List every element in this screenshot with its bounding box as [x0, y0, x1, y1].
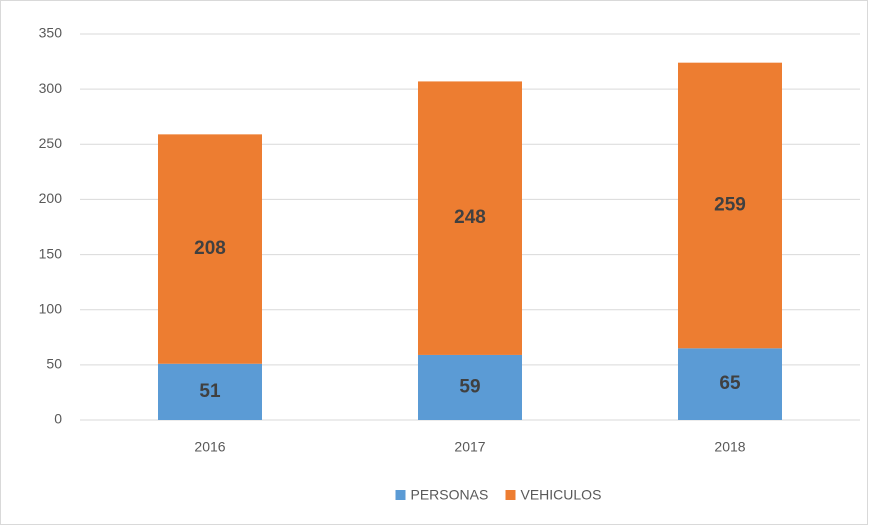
legend-label: PERSONAS — [411, 487, 489, 503]
data-label: 59 — [459, 376, 480, 397]
y-tick-label: 200 — [39, 190, 63, 206]
bar-segment — [158, 363, 262, 420]
y-tick-label: 250 — [39, 135, 63, 151]
data-label: 65 — [719, 373, 741, 394]
bar-segment — [678, 348, 782, 420]
legend-swatch — [395, 490, 406, 500]
x-tick-label: 2018 — [714, 439, 745, 455]
x-tick-label: 2016 — [194, 439, 225, 455]
data-label: 259 — [714, 195, 746, 216]
x-tick-label: 2017 — [454, 439, 485, 455]
y-tick-label: 50 — [46, 356, 62, 372]
bar-segment — [418, 81, 522, 355]
legend-swatch — [505, 490, 516, 500]
y-tick-label: 350 — [39, 25, 63, 41]
y-tick-label: 0 — [54, 411, 62, 427]
bar-segment — [678, 62, 782, 349]
y-tick-label: 150 — [39, 245, 63, 261]
bar-segment — [158, 134, 262, 364]
y-tick-label: 300 — [39, 80, 63, 96]
legend-label: VEHICULOS — [521, 487, 602, 503]
data-label: 51 — [199, 381, 221, 402]
bar-segment — [418, 354, 522, 420]
data-label: 248 — [454, 207, 486, 228]
data-label: 208 — [194, 238, 226, 259]
y-tick-label: 100 — [39, 300, 63, 316]
